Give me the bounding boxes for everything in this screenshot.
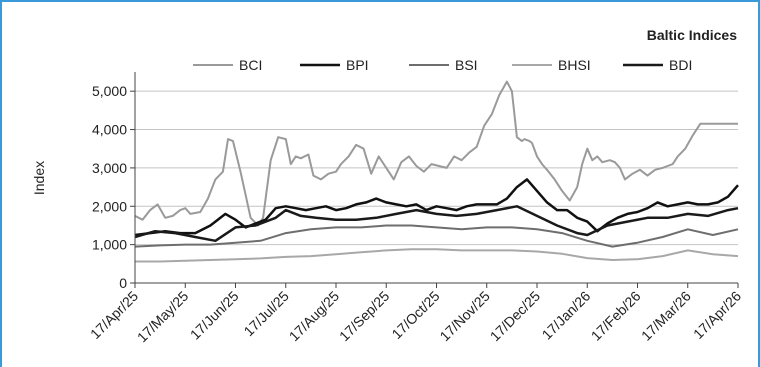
legend: BCI BPI BSI BHSI BDI: [193, 57, 692, 73]
y-tick-label: 5,000: [92, 83, 127, 99]
legend-label-bpi: BPI: [346, 57, 369, 73]
legend-label-bci: BCI: [239, 57, 262, 73]
x-tick-label: 17/Sep/25: [336, 288, 393, 345]
series-line-bpi: [134, 178, 739, 237]
series-line-bdi: [134, 205, 739, 243]
gridlines: [135, 90, 738, 246]
y-tick-label: 1,000: [92, 237, 127, 253]
x-tick-label: 17/Oct/25: [388, 288, 442, 342]
series-layer: [134, 80, 739, 263]
legend-label-bdi: BDI: [669, 57, 692, 73]
x-tick-label: 17/Jul/25: [240, 288, 292, 340]
x-tick-label: 17/May/25: [134, 288, 192, 346]
x-tick-label: 17/Dec/25: [487, 288, 544, 345]
x-tick-label: 17/Jun/25: [187, 288, 242, 343]
chart-title: Baltic Indices: [647, 27, 737, 43]
series-line-bci: [134, 80, 738, 227]
x-tick-label: 17/Apr/26: [690, 288, 744, 342]
x-tick-label: 17/Feb/26: [588, 288, 644, 344]
y-tick-label: 2,000: [92, 198, 127, 214]
legend-label-bsi: BSI: [455, 57, 478, 73]
legend-label-bhsi: BHSI: [558, 57, 591, 73]
y-tick-label: 0: [119, 275, 127, 291]
y-tick-label: 4,000: [92, 122, 127, 138]
series-line-bsi: [134, 224, 739, 248]
y-tick-label: 3,000: [92, 160, 127, 176]
x-tick-label: 17/Nov/25: [436, 288, 493, 345]
y-axis-label: Index: [31, 161, 47, 195]
x-tick-label: 17/Jan/26: [539, 288, 594, 343]
x-tick-label: 17/Mar/26: [638, 288, 694, 344]
x-tick-label: 17/Aug/25: [286, 288, 343, 345]
series-line-bhsi: [135, 248, 739, 263]
